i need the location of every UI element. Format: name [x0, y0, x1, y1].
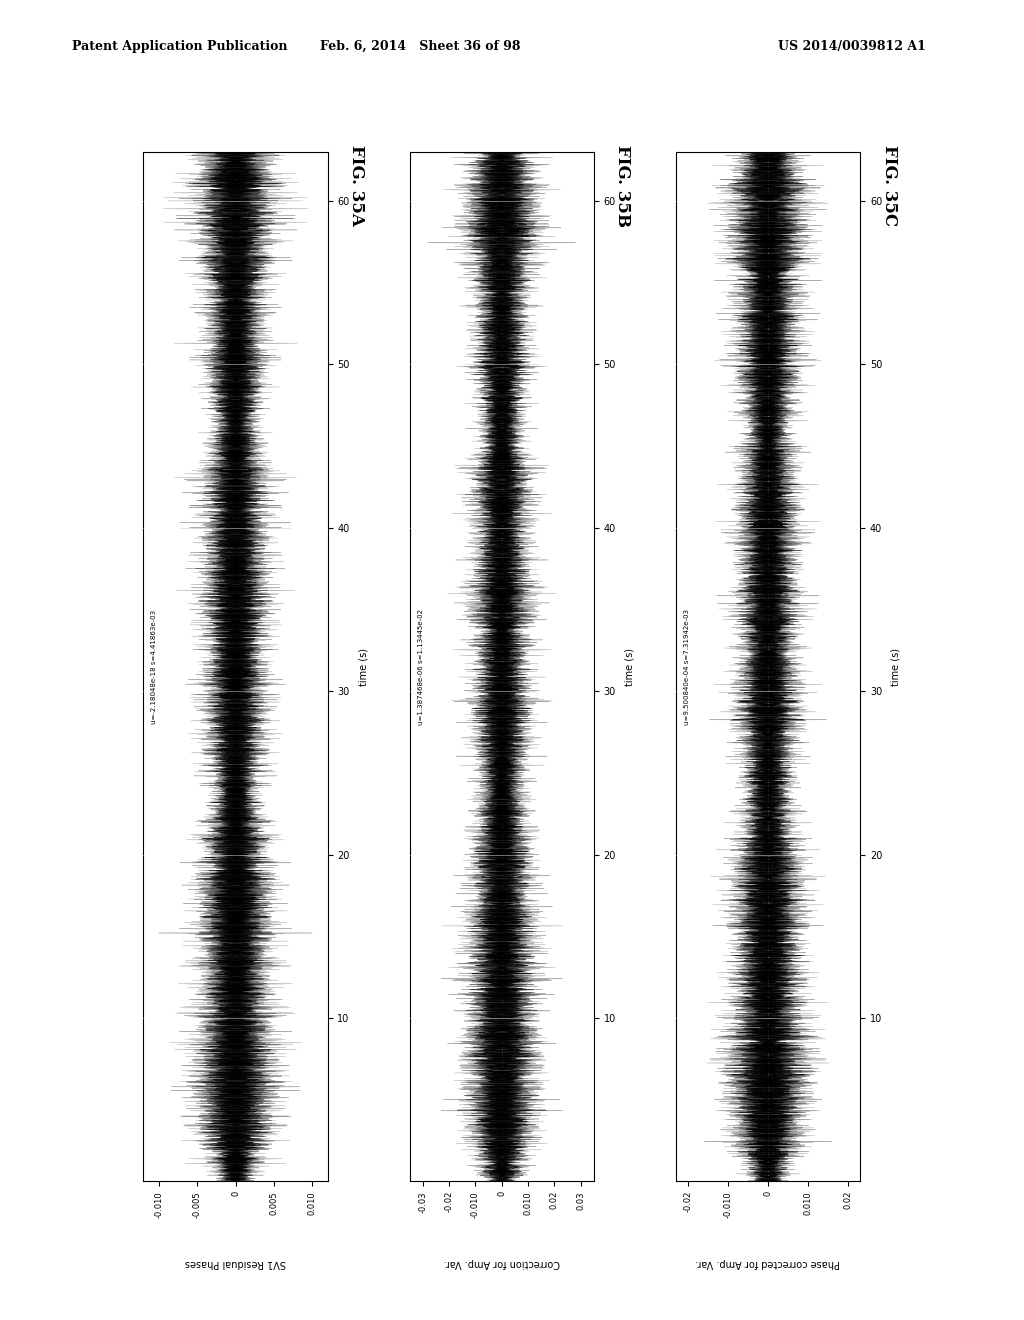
Y-axis label: time (s): time (s) — [358, 648, 368, 685]
Text: FIG. 35B: FIG. 35B — [614, 145, 632, 227]
Y-axis label: time (s): time (s) — [625, 648, 634, 685]
Text: FIG. 35A: FIG. 35A — [348, 145, 366, 226]
Text: u=9.500840e-04 s=7.31942e-03: u=9.500840e-04 s=7.31942e-03 — [684, 609, 690, 725]
Text: FIG. 35C: FIG. 35C — [881, 145, 898, 226]
Text: u=-2.18048e-18 s=4.41863e-03: u=-2.18048e-18 s=4.41863e-03 — [152, 610, 158, 723]
Text: u=1.387468e-06 s=1.13445e-02: u=1.387468e-06 s=1.13445e-02 — [418, 609, 424, 725]
Text: Patent Application Publication: Patent Application Publication — [72, 40, 287, 53]
Text: US 2014/0039812 A1: US 2014/0039812 A1 — [778, 40, 926, 53]
Text: Correction for Amp. Var.: Correction for Amp. Var. — [443, 1258, 560, 1269]
Text: Phase corrected for Amp. Var.: Phase corrected for Amp. Var. — [695, 1258, 841, 1269]
Y-axis label: time (s): time (s) — [891, 648, 900, 685]
Text: SV1 Residual Phases: SV1 Residual Phases — [185, 1258, 286, 1269]
Text: Feb. 6, 2014   Sheet 36 of 98: Feb. 6, 2014 Sheet 36 of 98 — [319, 40, 520, 53]
